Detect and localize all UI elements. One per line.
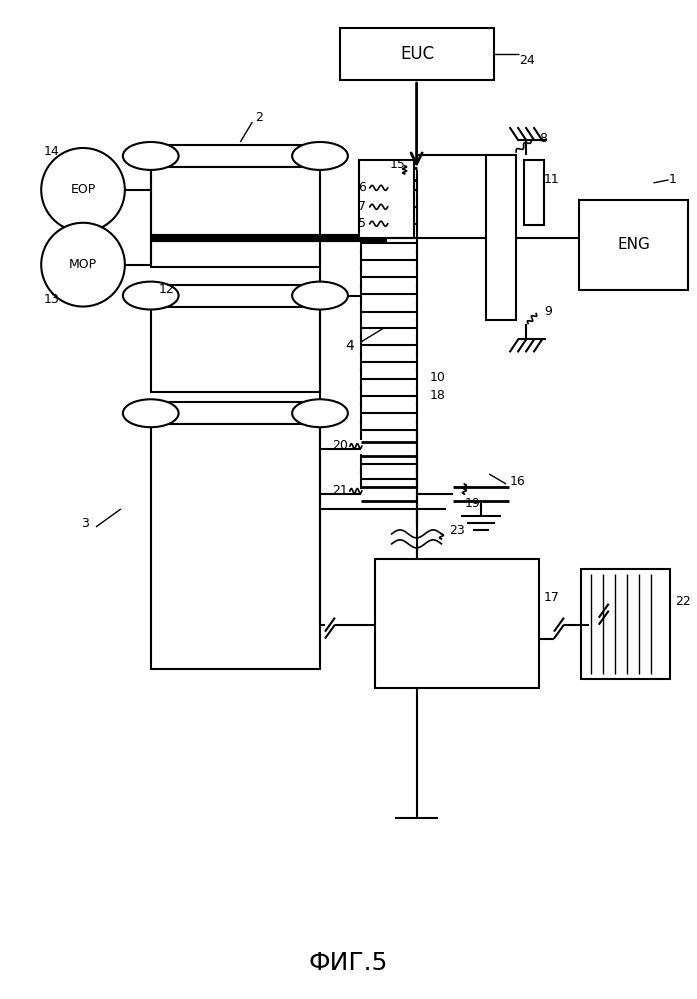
Bar — [340, 28, 494, 80]
Text: 2: 2 — [255, 111, 263, 124]
Bar — [151, 285, 320, 307]
Bar — [579, 200, 689, 290]
Bar — [487, 155, 516, 320]
Bar — [151, 167, 320, 267]
Text: 7: 7 — [358, 201, 366, 214]
Text: MOP: MOP — [69, 258, 97, 271]
Text: 6: 6 — [358, 182, 366, 195]
Bar — [151, 403, 320, 425]
Ellipse shape — [292, 400, 348, 428]
Text: ФИГ.5: ФИГ.5 — [309, 951, 388, 975]
Text: 15: 15 — [390, 159, 406, 172]
Bar — [151, 425, 320, 668]
Bar — [359, 160, 413, 238]
Bar — [375, 558, 539, 688]
Text: 5: 5 — [358, 217, 366, 230]
Text: 12: 12 — [159, 283, 174, 296]
Circle shape — [41, 148, 125, 232]
Text: 16: 16 — [510, 475, 525, 488]
Text: 14: 14 — [43, 146, 59, 159]
Text: 1: 1 — [668, 174, 676, 187]
Ellipse shape — [123, 142, 178, 170]
Ellipse shape — [292, 282, 348, 310]
Text: 8: 8 — [539, 132, 547, 145]
Bar — [524, 160, 544, 225]
Text: 22: 22 — [675, 595, 691, 608]
Text: EOP: EOP — [70, 184, 95, 197]
Bar — [151, 307, 320, 393]
Text: 23: 23 — [450, 524, 465, 537]
Text: 21: 21 — [332, 484, 348, 497]
Text: 20: 20 — [332, 439, 348, 452]
Text: 13: 13 — [43, 293, 59, 306]
Ellipse shape — [123, 400, 178, 428]
Text: 18: 18 — [429, 389, 445, 402]
Ellipse shape — [123, 282, 178, 310]
Text: 19: 19 — [464, 498, 480, 510]
Text: 10: 10 — [429, 371, 445, 384]
Ellipse shape — [292, 142, 348, 170]
Text: 24: 24 — [519, 54, 535, 67]
Text: 11: 11 — [544, 174, 560, 187]
Text: 9: 9 — [544, 305, 552, 318]
Text: 3: 3 — [81, 517, 89, 530]
Circle shape — [41, 223, 125, 307]
Bar — [581, 568, 671, 678]
Text: ENG: ENG — [617, 237, 650, 252]
Text: 17: 17 — [544, 591, 560, 604]
Text: EUC: EUC — [400, 45, 434, 63]
Bar — [151, 145, 320, 167]
Text: 4: 4 — [345, 340, 353, 354]
